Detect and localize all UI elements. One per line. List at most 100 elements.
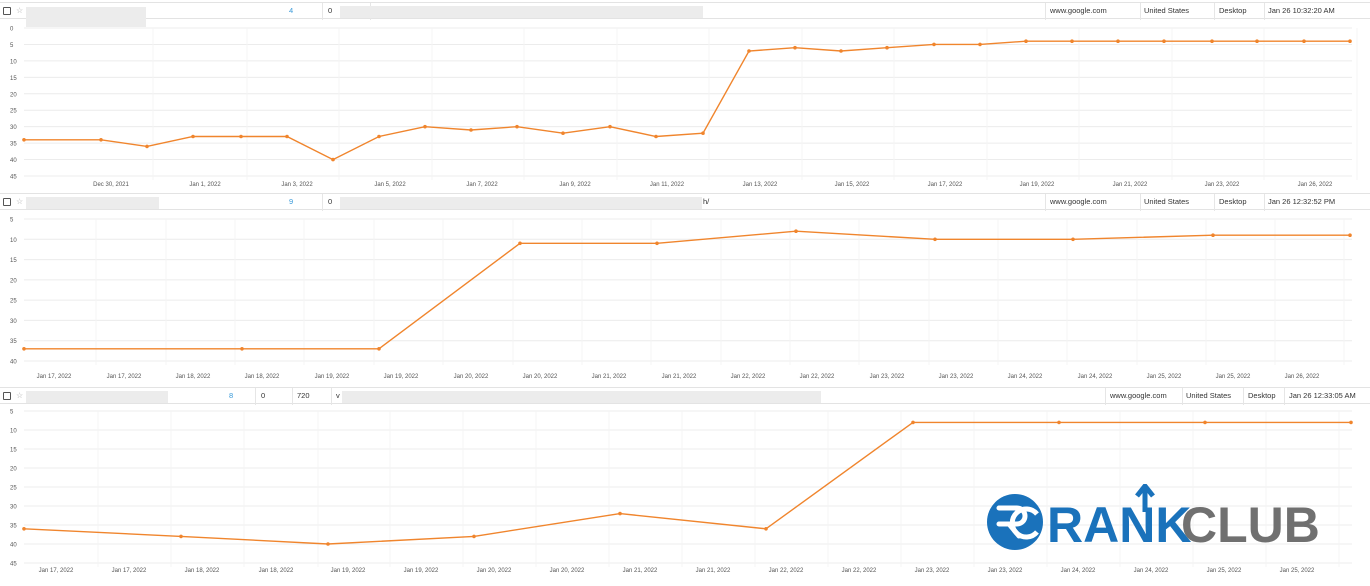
x-tick-label: Jan 21, 2022 xyxy=(623,568,658,574)
x-tick-label: Jan 19, 2022 xyxy=(384,374,419,380)
data-point[interactable] xyxy=(794,229,798,233)
data-point[interactable] xyxy=(618,511,622,516)
data-point[interactable] xyxy=(1210,39,1214,43)
data-point[interactable] xyxy=(1255,39,1259,43)
data-point[interactable] xyxy=(1024,39,1028,43)
data-point[interactable] xyxy=(179,534,183,539)
data-point[interactable] xyxy=(1071,237,1075,242)
x-tick-label: Jan 21, 2022 xyxy=(1113,182,1148,188)
x-tick-label: Jan 7, 2022 xyxy=(466,182,498,188)
data-point[interactable] xyxy=(793,45,797,50)
data-point[interactable] xyxy=(911,420,915,425)
rank-chart-2-svg: 5 10 15 20 25 30 35 40 Jan 17, 2022 Jan 17, 2022 J… xyxy=(10,218,1352,380)
data-point[interactable] xyxy=(145,144,149,149)
data-point[interactable] xyxy=(933,237,937,242)
star-icon[interactable]: ☆ xyxy=(16,391,24,400)
keyword-row-2: ☆ 9 0 h/ www.google.com United States De… xyxy=(0,193,1370,211)
data-point[interactable] xyxy=(377,347,381,351)
data-point[interactable] xyxy=(331,157,335,162)
data-point[interactable] xyxy=(99,138,103,142)
logo-text-gray: CLUB xyxy=(1181,497,1320,553)
data-point[interactable] xyxy=(1070,39,1074,43)
data-point[interactable] xyxy=(518,241,522,246)
logo-arrow-icon xyxy=(1135,481,1155,512)
search-engine: www.google.com xyxy=(1050,197,1107,206)
keyword-row-1: ☆ 4 0 www.google.com United States Deskt… xyxy=(0,2,1370,27)
data-point[interactable] xyxy=(1162,39,1166,43)
last-checked: Jan 26 12:33:05 AM xyxy=(1289,391,1356,400)
position-link[interactable]: 9 xyxy=(289,197,294,206)
data-point[interactable] xyxy=(1302,39,1306,43)
row-checkbox[interactable] xyxy=(3,198,11,206)
data-point[interactable] xyxy=(885,45,889,50)
data-point[interactable] xyxy=(423,124,427,129)
x-tick-label: Jan 23, 2022 xyxy=(870,374,905,380)
x-tick-label: Jan 19, 2022 xyxy=(1020,182,1055,188)
data-point[interactable] xyxy=(1203,420,1207,425)
keyword-redacted xyxy=(26,197,159,209)
position-link[interactable]: 4 xyxy=(289,6,294,15)
x-tick-label: Jan 25, 2022 xyxy=(1216,374,1251,380)
x-tick-label: Jan 25, 2022 xyxy=(1207,568,1242,574)
star-icon[interactable]: ☆ xyxy=(16,197,24,206)
x-tick-label: Jan 20, 2022 xyxy=(523,374,558,380)
x-tick-label: Jan 19, 2022 xyxy=(315,374,350,380)
star-icon[interactable]: ☆ xyxy=(16,6,24,15)
x-tick-label: Jan 18, 2022 xyxy=(185,568,220,574)
data-point[interactable] xyxy=(22,527,26,531)
x-tick-label: Jan 22, 2022 xyxy=(731,374,766,380)
data-point[interactable] xyxy=(1349,420,1353,425)
data-point[interactable] xyxy=(1211,233,1215,237)
data-point[interactable] xyxy=(22,138,26,142)
x-tick-label: Jan 21, 2022 xyxy=(592,374,627,380)
series-line xyxy=(23,421,1351,545)
data-point[interactable] xyxy=(747,49,751,53)
x-tick-label: Jan 25, 2022 xyxy=(1280,568,1315,574)
data-point[interactable] xyxy=(377,134,381,139)
data-point[interactable] xyxy=(764,527,768,531)
y-tick-label: 40 xyxy=(10,360,17,366)
data-point[interactable] xyxy=(191,134,195,139)
data-point[interactable] xyxy=(701,131,705,135)
y-tick-label: 5 xyxy=(10,410,14,416)
logo-text-blue: RANK xyxy=(1047,497,1191,553)
x-tick-label: Jan 17, 2022 xyxy=(107,374,142,380)
y-tick-label: 35 xyxy=(10,524,17,530)
data-point[interactable] xyxy=(239,134,243,139)
x-tick-label: Jan 23, 2022 xyxy=(1205,182,1240,188)
y-tick-label: 30 xyxy=(10,319,17,325)
data-point[interactable] xyxy=(515,124,519,129)
x-tick-label: Jan 24, 2022 xyxy=(1134,568,1169,574)
row-checkbox[interactable] xyxy=(3,7,11,15)
data-point[interactable] xyxy=(839,49,843,53)
data-point[interactable] xyxy=(469,128,473,132)
data-point[interactable] xyxy=(561,131,565,135)
data-point[interactable] xyxy=(1348,39,1352,43)
data-point[interactable] xyxy=(22,347,26,351)
data-point[interactable] xyxy=(654,134,658,139)
y-tick-label: 40 xyxy=(10,158,17,164)
x-tick-label: Jan 17, 2022 xyxy=(928,182,963,188)
data-point[interactable] xyxy=(1348,233,1352,237)
data-point[interactable] xyxy=(978,42,982,47)
y-tick-label: 0 xyxy=(10,27,14,33)
data-point[interactable] xyxy=(472,534,476,539)
position-link[interactable]: 8 xyxy=(229,391,234,400)
y-tick-label: 5 xyxy=(10,43,14,49)
data-point[interactable] xyxy=(1057,420,1061,425)
last-checked: Jan 26 10:32:20 AM xyxy=(1268,6,1335,15)
data-point[interactable] xyxy=(608,124,612,129)
x-tick-label: Jan 9, 2022 xyxy=(559,182,591,188)
data-point[interactable] xyxy=(1116,39,1120,43)
data-point[interactable] xyxy=(285,134,289,139)
data-point[interactable] xyxy=(326,542,330,546)
data-point[interactable] xyxy=(932,42,936,47)
x-tick-label: Jan 22, 2022 xyxy=(769,568,804,574)
data-point[interactable] xyxy=(655,241,659,246)
y-tick-label: 45 xyxy=(10,562,17,568)
x-tick-label: Dec 30, 2021 xyxy=(93,182,129,188)
y-tick-label: 15 xyxy=(10,448,17,454)
x-tick-label: Jan 26, 2022 xyxy=(1285,374,1320,380)
row-checkbox[interactable] xyxy=(3,392,11,400)
data-point[interactable] xyxy=(240,347,244,351)
